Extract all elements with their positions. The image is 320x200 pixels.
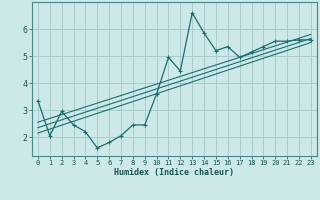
X-axis label: Humidex (Indice chaleur): Humidex (Indice chaleur): [115, 168, 234, 177]
